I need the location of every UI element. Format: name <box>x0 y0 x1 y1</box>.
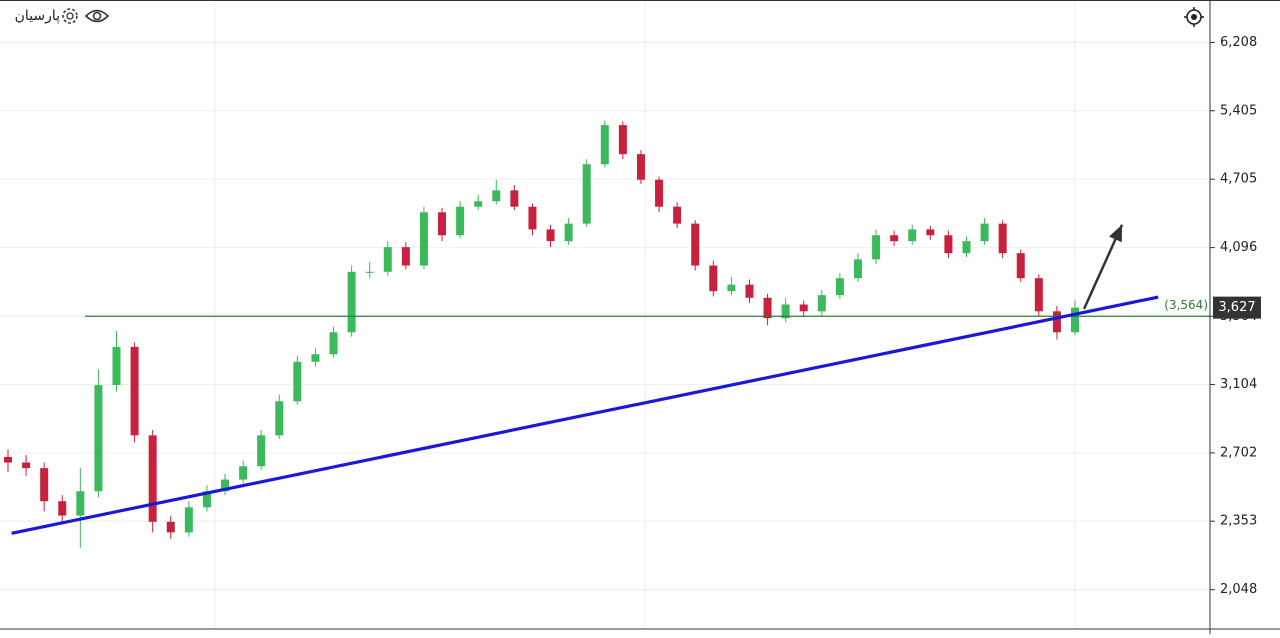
y-tick-label: 2,353 <box>1220 514 1257 529</box>
plot: (3,564) <box>4 120 1210 548</box>
y-tick-label: 2,702 <box>1220 445 1257 460</box>
candle-body <box>148 435 157 522</box>
candle-body <box>655 179 664 207</box>
candle-body <box>998 223 1007 254</box>
candle-body <box>419 212 428 266</box>
candle-body <box>727 284 736 292</box>
candle-body <box>329 332 338 355</box>
candle-body <box>618 125 627 155</box>
candle-body <box>890 235 899 242</box>
candle-body <box>980 223 989 242</box>
candle-body <box>202 491 211 508</box>
candle-body <box>763 297 772 319</box>
candle-body <box>365 271 374 273</box>
target-icon[interactable] <box>1184 7 1204 27</box>
candle-body <box>112 346 121 386</box>
candle-body <box>22 462 31 469</box>
candle-body <box>275 401 284 436</box>
horizontal-line-label: (3,564) <box>1164 298 1208 312</box>
candle-body <box>600 125 609 165</box>
candle-body <box>383 247 392 272</box>
candle-body <box>528 206 537 230</box>
candle-body <box>184 507 193 533</box>
candle-body <box>239 466 248 480</box>
y-tick-label: 4,705 <box>1220 172 1257 187</box>
candle-body <box>58 501 67 516</box>
last-price-box <box>1213 296 1261 319</box>
candle-body <box>257 435 266 467</box>
candle-body <box>311 354 320 362</box>
candle-body <box>926 229 935 236</box>
y-tick-label: 2,048 <box>1220 582 1257 597</box>
candle-body <box>835 278 844 296</box>
symbol: پارسیان <box>15 8 61 24</box>
candle-body <box>872 235 881 260</box>
candle-body <box>1071 307 1079 333</box>
last-price-label: 3,627 <box>1218 300 1255 315</box>
visibility-icon[interactable] <box>84 9 110 23</box>
candle-body <box>293 361 302 402</box>
arrow-head <box>1109 224 1123 243</box>
candle-body <box>438 212 447 236</box>
candle-body <box>853 259 862 279</box>
candle-body <box>1034 278 1043 312</box>
candle-body <box>709 265 718 292</box>
candle-body <box>221 479 230 492</box>
candle-body <box>564 223 573 242</box>
settings-icon[interactable] <box>62 8 78 24</box>
candle-body <box>636 154 645 180</box>
candle-body <box>474 201 483 207</box>
candle-body <box>944 235 953 254</box>
candle-body <box>908 229 917 242</box>
y-tick-label: 6,208 <box>1220 35 1257 50</box>
candle-body <box>582 164 591 224</box>
candle-body <box>456 206 465 236</box>
candle-body <box>166 521 175 533</box>
y-axis: 2,0482,3532,7023,1043,5644,0964,7055,405… <box>1210 35 1261 597</box>
candle-body <box>347 271 356 333</box>
candle-body <box>401 247 410 266</box>
candle-body <box>130 346 139 436</box>
candle-body <box>781 304 790 319</box>
candle-body <box>962 241 971 254</box>
candle-body <box>745 284 754 298</box>
candle-body <box>492 190 501 202</box>
candle-body <box>510 190 519 207</box>
candle-body <box>1016 253 1025 279</box>
candle-body <box>40 468 49 502</box>
candle-body <box>817 295 826 312</box>
candle-body <box>691 223 700 266</box>
candle-body <box>799 304 808 312</box>
y-tick-label: 5,405 <box>1220 103 1257 118</box>
candle-body <box>94 385 103 492</box>
candle-body <box>546 229 555 242</box>
candle-body <box>4 456 12 463</box>
candle-body <box>76 491 85 516</box>
y-tick-label: 3,104 <box>1220 377 1257 392</box>
candle-body <box>1052 311 1061 333</box>
candle-body <box>673 206 682 224</box>
trendline <box>11 295 1159 535</box>
y-tick-label: 4,096 <box>1220 240 1257 255</box>
